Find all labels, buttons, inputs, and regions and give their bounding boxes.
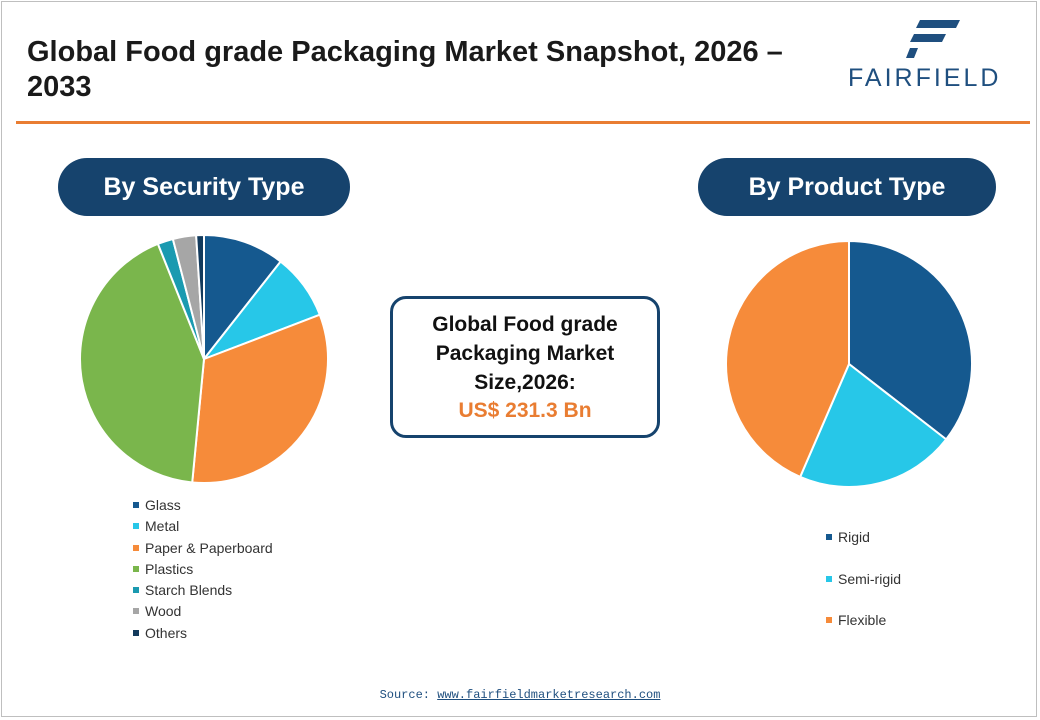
product-type-pie-chart <box>725 239 973 488</box>
market-size-label: Global Food grade Packaging Market Size,… <box>432 312 618 394</box>
source-line: Source: www.fairfieldmarketresearch.com <box>0 688 1040 702</box>
security-type-pie-chart <box>79 233 329 484</box>
legend-item-semi-rigid: Semi-rigid <box>826 570 901 612</box>
market-size-box: Global Food grade Packaging Market Size,… <box>390 296 660 438</box>
legend-swatch <box>133 587 139 594</box>
logo-mark-icon <box>906 20 960 58</box>
legend-label: Flexible <box>838 612 887 628</box>
logo-text: FAIRFIELD <box>848 64 1002 92</box>
page-title: Global Food grade Packaging Market Snaps… <box>27 36 783 103</box>
section-title-security-type: By Security Type <box>58 158 350 216</box>
legend-label: Starch Blends <box>145 582 233 599</box>
legend-item-flexible: Flexible <box>826 611 901 653</box>
pie-slice-others <box>195 233 205 360</box>
legend-swatch <box>826 617 832 623</box>
pie-slice-rigid <box>848 239 973 441</box>
fairfield-logo: FAIRFIELD <box>848 18 1028 92</box>
pie-slice-plastics <box>79 242 206 484</box>
legend-label: Wood <box>145 603 182 620</box>
legend-swatch <box>826 575 832 582</box>
legend-item-paper-paperboard: Paper & Paperboard <box>133 539 273 560</box>
legend-label: Rigid <box>838 529 870 545</box>
legend-label: Others <box>145 624 188 641</box>
product-type-legend: Rigid Semi-rigid Flexible <box>826 528 901 653</box>
market-size-value: US$ 231.3 Bn <box>458 398 592 422</box>
pie-slice-paper-paperboard <box>191 313 329 484</box>
pie-slice-flexible <box>725 239 850 479</box>
legend-item-rigid: Rigid <box>826 528 901 570</box>
legend-swatch <box>133 544 139 551</box>
header-divider <box>16 121 1030 124</box>
source-link[interactable]: www.fairfieldmarketresearch.com <box>437 688 661 702</box>
legend-item-others: Others <box>133 624 273 645</box>
legend-label: Semi-rigid <box>838 570 902 587</box>
legend-label: Plastics <box>145 560 194 577</box>
legend-swatch <box>133 502 139 508</box>
section-title-product-type: By Product Type <box>698 158 996 216</box>
security-type-legend: Glass Metal Paper & Paperboard Plastics Star… <box>133 496 273 645</box>
legend-swatch <box>133 523 139 530</box>
source-label: Source: <box>379 688 430 702</box>
legend-swatch <box>133 565 139 572</box>
legend-swatch <box>826 534 832 540</box>
legend-label: Paper & Paperboard <box>145 539 273 556</box>
legend-label: Glass <box>145 497 181 513</box>
legend-label: Metal <box>145 518 180 535</box>
legend-item-wood: Wood <box>133 602 273 623</box>
legend-item-glass: Glass <box>133 496 273 517</box>
legend-item-plastics: Plastics <box>133 560 273 581</box>
legend-swatch <box>133 608 139 615</box>
pie-slice-glass <box>203 233 283 362</box>
legend-item-starch-blends: Starch Blends <box>133 581 273 602</box>
legend-item-metal: Metal <box>133 517 273 538</box>
legend-swatch <box>133 629 139 636</box>
